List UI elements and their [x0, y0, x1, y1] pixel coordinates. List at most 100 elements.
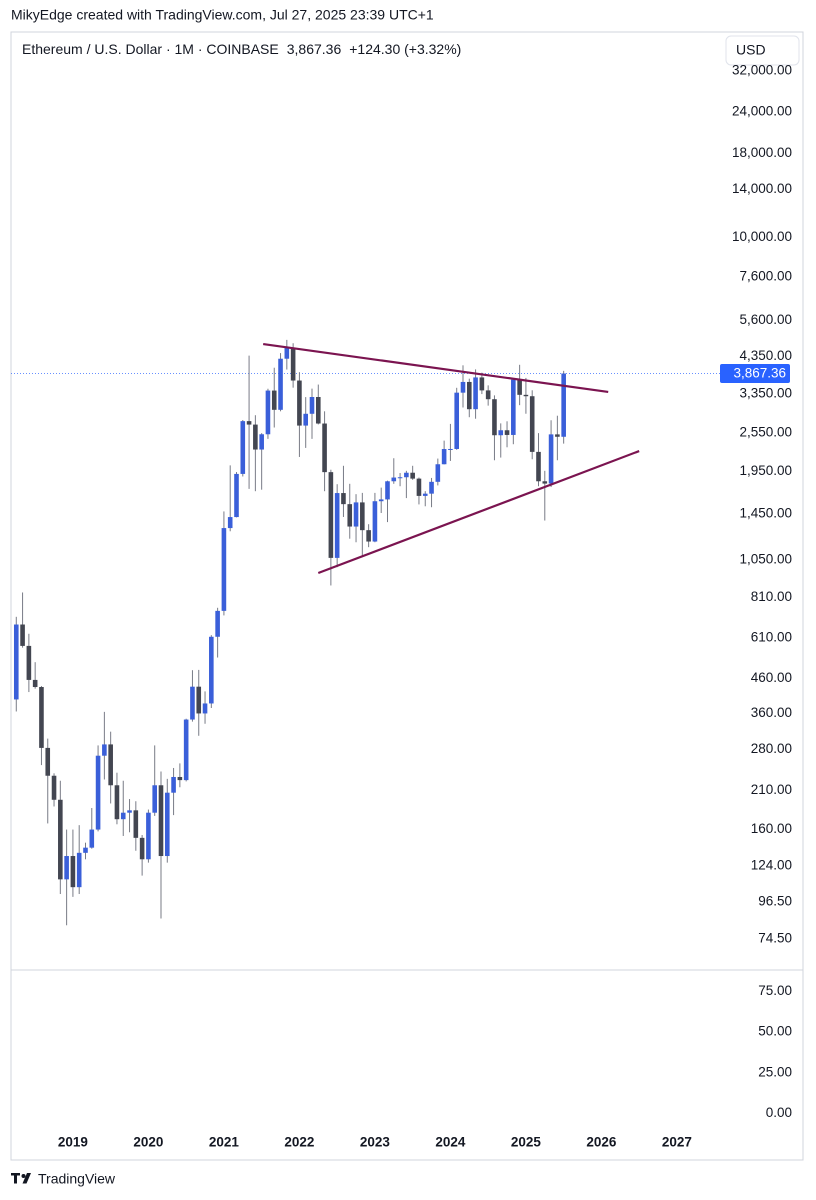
- candle-body: [221, 528, 227, 611]
- y-tick-label: 160.00: [751, 821, 792, 836]
- brand-name: TradingView: [38, 1171, 116, 1187]
- candle-body: [341, 493, 346, 505]
- x-tick-label: 2020: [133, 1135, 163, 1150]
- candle-body: [555, 434, 560, 437]
- candle-body: [164, 792, 170, 857]
- candle-body: [171, 776, 176, 793]
- candle-body: [102, 744, 107, 756]
- candle-body: [498, 430, 504, 436]
- candle-body: [215, 610, 220, 637]
- indicator-tick-label: 0.00: [766, 1105, 792, 1120]
- indicator-tick-label: 50.00: [758, 1024, 792, 1039]
- candle-body: [391, 477, 397, 482]
- candle-body: [58, 799, 63, 880]
- x-tick-label: 2022: [284, 1135, 314, 1150]
- x-tick-label: 2023: [360, 1135, 391, 1150]
- candle-body: [479, 377, 485, 391]
- candle-body: [460, 381, 466, 393]
- candle-body: [259, 434, 264, 450]
- candle-body: [523, 394, 529, 397]
- candle-body: [146, 812, 151, 860]
- candle-body: [51, 775, 57, 800]
- candle-body: [76, 852, 82, 888]
- candle-body: [372, 501, 378, 542]
- legend-price: 3,867.36: [287, 41, 342, 57]
- candle-body: [504, 430, 510, 435]
- candle-body: [536, 451, 541, 482]
- y-tick-label: 10,000.00: [732, 229, 792, 244]
- indicator-tick-label: 25.00: [758, 1064, 792, 1079]
- y-tick-label: 810.00: [751, 589, 792, 604]
- y-tick-label: 360.00: [751, 705, 792, 720]
- y-tick-label: 460.00: [751, 670, 792, 685]
- candle-body: [253, 424, 258, 450]
- x-tick-label: 2024: [435, 1135, 466, 1150]
- candle-body: [271, 390, 277, 410]
- candle-body: [309, 397, 315, 414]
- trendline: [317, 450, 640, 575]
- candle-body: [45, 747, 51, 776]
- candle-body: [64, 856, 69, 880]
- candle-body: [303, 413, 309, 426]
- candle-body: [190, 686, 195, 720]
- candle-body: [448, 448, 453, 450]
- candles: [13, 339, 566, 926]
- candle-body: [334, 493, 340, 558]
- x-tick-label: 2027: [662, 1135, 692, 1150]
- currency-button[interactable]: [725, 35, 800, 66]
- candle-body: [542, 481, 548, 484]
- candle-body: [290, 347, 296, 381]
- y-tick-label: 32,000.00: [732, 62, 792, 77]
- y-tick-label: 4,350.00: [739, 348, 792, 363]
- candle-body: [360, 502, 365, 531]
- candle-body: [95, 755, 101, 830]
- candle-body: [328, 472, 334, 558]
- x-tick-label: 2021: [209, 1135, 240, 1150]
- last-price-label: 3,867.36: [733, 366, 786, 381]
- candle-body: [133, 810, 139, 838]
- candle-body: [416, 478, 422, 496]
- candle-body: [466, 381, 472, 410]
- candle-body: [397, 477, 403, 479]
- candle-body: [177, 776, 183, 781]
- candle-body: [89, 829, 95, 848]
- candle-body: [404, 472, 409, 478]
- candle-body: [227, 517, 233, 529]
- candle-body: [284, 347, 290, 359]
- candle-body: [347, 504, 353, 527]
- candle-body: [561, 373, 566, 437]
- candle-body: [26, 645, 32, 680]
- x-tick-label: 2026: [586, 1135, 617, 1150]
- trendline: [263, 342, 609, 394]
- candle-body: [517, 379, 522, 395]
- candle-body: [429, 481, 434, 494]
- x-tick-label: 2025: [511, 1135, 542, 1150]
- candle-body: [473, 377, 478, 410]
- candle-body: [548, 434, 554, 484]
- last-price-badge: [720, 364, 790, 384]
- candle-body: [492, 399, 497, 436]
- y-tick-label: 96.50: [758, 894, 792, 909]
- y-tick-label: 18,000.00: [732, 145, 792, 160]
- candle-body: [234, 473, 239, 518]
- candle-body: [108, 744, 113, 786]
- candle-body: [322, 423, 327, 473]
- candle-body: [209, 636, 214, 704]
- candle-body: [120, 812, 126, 820]
- y-tick-label: 5,600.00: [739, 312, 792, 327]
- candle-body: [13, 624, 19, 700]
- y-tick-label: 280.00: [751, 741, 792, 756]
- candle-body: [454, 392, 460, 449]
- y-tick-label: 1,050.00: [739, 552, 792, 567]
- currency-label[interactable]: USD: [736, 42, 766, 58]
- candle-body: [152, 785, 158, 813]
- candle-body: [83, 847, 88, 853]
- y-tick-label: 1,950.00: [739, 463, 792, 478]
- y-tick-label: 74.50: [758, 931, 792, 946]
- candle-body: [529, 396, 535, 452]
- candle-body: [511, 379, 516, 435]
- x-tick-label: 2019: [58, 1135, 88, 1150]
- candle-body: [485, 390, 491, 400]
